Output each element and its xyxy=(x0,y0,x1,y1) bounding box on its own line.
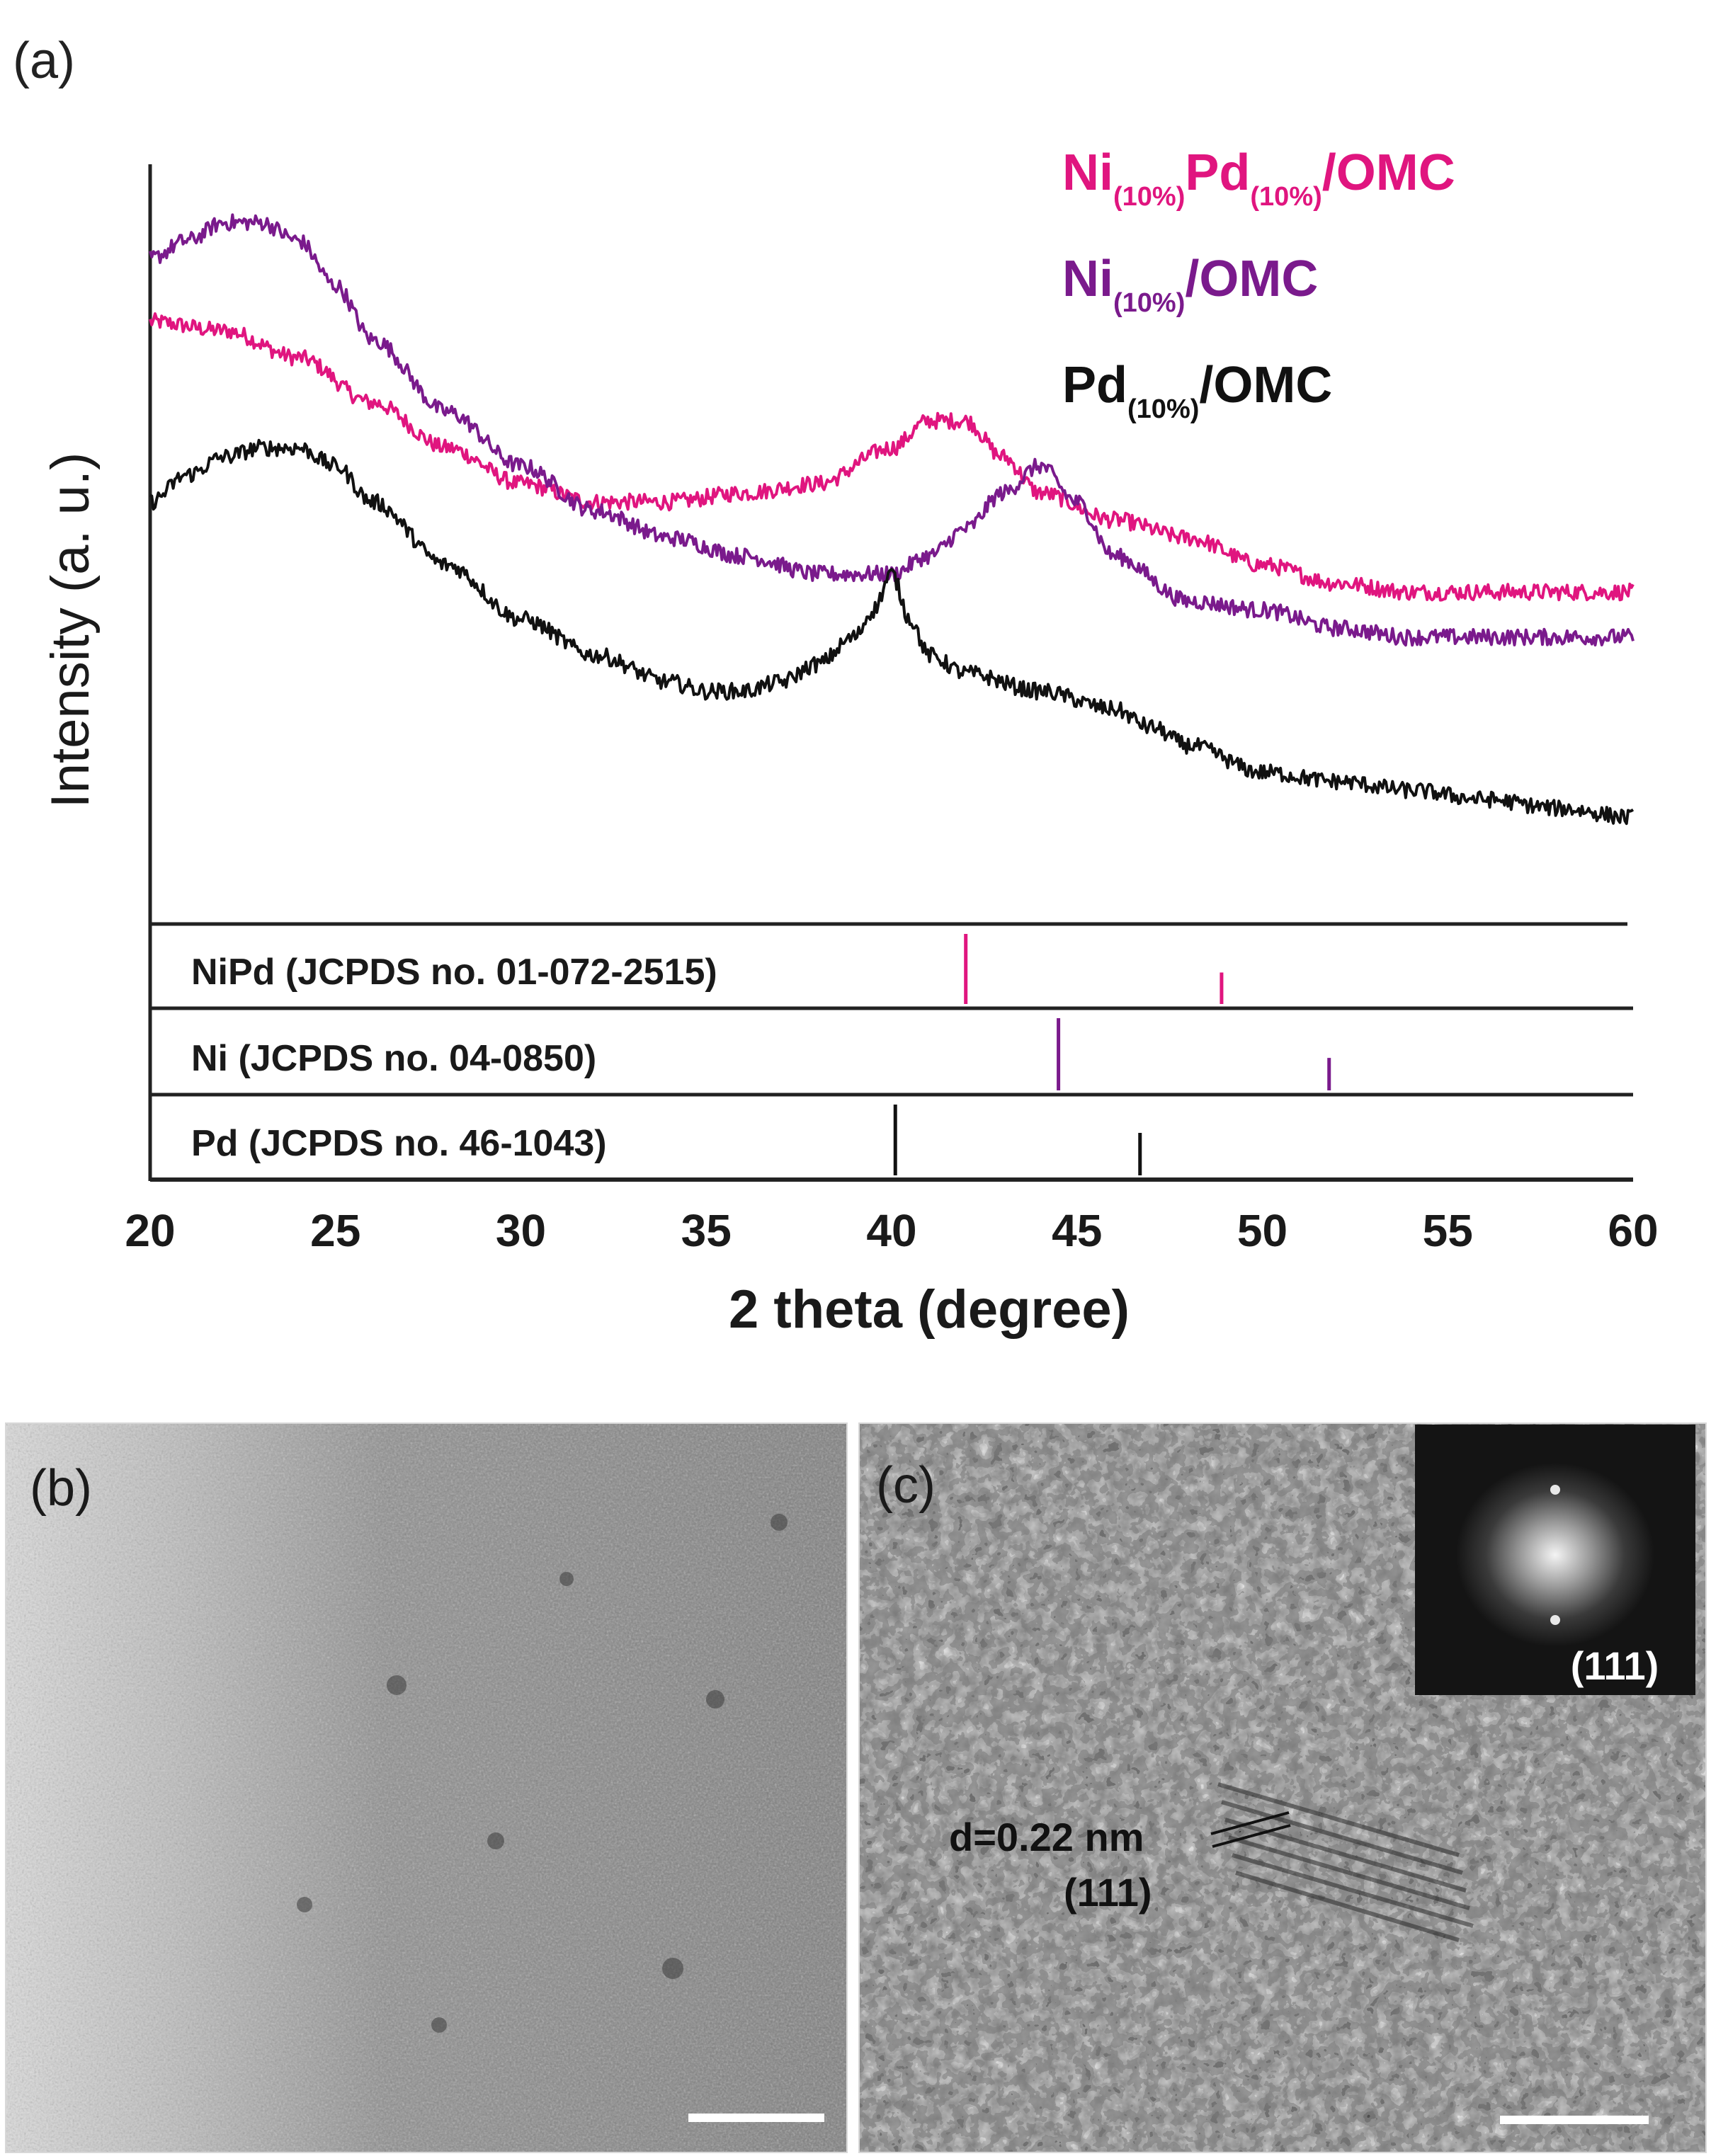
x-tick-label: 45 xyxy=(1052,1205,1102,1256)
tem-panel-c: d=0.22 nm (111) (111) (c) xyxy=(859,1423,1706,2152)
x-tick-label: 40 xyxy=(866,1205,916,1256)
d-spacing-marker xyxy=(1210,1811,1291,1848)
legend-nipd-sub: (10%) xyxy=(1113,182,1185,212)
tem-b-particles xyxy=(297,1514,788,2033)
legend-nipd-tail: /OMC xyxy=(1322,144,1455,201)
x-axis-title: 2 theta (degree) xyxy=(729,1279,1130,1340)
legend-nipd-sub2: (10%) xyxy=(1250,182,1321,212)
xrd-axes xyxy=(148,164,1633,1182)
legend: Ni(10%)Pd(10%)/OMC Ni(10%)/OMC Pd(10%)/O… xyxy=(1062,144,1455,424)
legend-ni-main: Ni xyxy=(1062,251,1113,307)
xrd-series-line xyxy=(149,438,1635,826)
x-tick-label: 20 xyxy=(125,1205,175,1256)
xrd-series-line xyxy=(149,213,1635,647)
legend-item-pd: Pd(10%)/OMC xyxy=(1062,357,1332,424)
tem-c-scale-bar xyxy=(1500,2116,1649,2124)
legend-nipd-main: Ni xyxy=(1062,144,1113,201)
d-spacing-plane: (111) xyxy=(1064,1870,1152,1915)
tem-b-scale-bar xyxy=(688,2114,824,2122)
xrd-curves xyxy=(149,213,1635,826)
panel-a-label: (a) xyxy=(13,33,75,89)
legend-ni-sub: (10%) xyxy=(1113,288,1185,318)
legend-ni-tail: /OMC xyxy=(1185,251,1318,307)
lattice-fringes xyxy=(1217,1782,1474,1942)
x-tick-label: 60 xyxy=(1608,1205,1658,1256)
tem-panel-b: (b) xyxy=(6,1423,847,2152)
x-tick-label: 30 xyxy=(496,1205,546,1256)
xrd-series-line xyxy=(149,312,1635,602)
fft-plane-label: (111) xyxy=(1571,1643,1659,1688)
reference-label: Ni (JCPDS no. 04-0850) xyxy=(191,1038,596,1079)
fft-glow xyxy=(1456,1463,1654,1647)
fft-spot-top xyxy=(1550,1485,1560,1495)
reference-patterns: NiPd (JCPDS no. 01-072-2515) Ni (JCPDS no… xyxy=(191,934,1331,1175)
tem-b-frame xyxy=(5,1422,848,2153)
legend-pd-tail: /OMC xyxy=(1199,357,1332,413)
x-tick-label: 55 xyxy=(1423,1205,1473,1256)
panel-b-label: (b) xyxy=(30,1460,92,1517)
legend-pd-sub: (10%) xyxy=(1127,394,1199,424)
y-axis-title: Intensity (a. u.) xyxy=(40,452,101,809)
reference-label: NiPd (JCPDS no. 01-072-2515) xyxy=(191,952,717,993)
legend-item-ni: Ni(10%)/OMC xyxy=(1062,251,1318,318)
panel-c-label: (c) xyxy=(876,1457,936,1514)
d-spacing-label: d=0.22 nm xyxy=(949,1815,1144,1859)
legend-pd-main: Pd xyxy=(1062,357,1127,413)
fft-spot-bottom xyxy=(1550,1615,1560,1625)
tem-b-noise xyxy=(6,1423,847,2152)
legend-nipd-main2: Pd xyxy=(1185,144,1250,201)
x-tick-label: 35 xyxy=(681,1205,732,1256)
reference-label: Pd (JCPDS no. 46-1043) xyxy=(191,1123,607,1164)
x-tick-labels: 20 25 30 35 40 45 50 55 60 xyxy=(125,1205,1658,1256)
x-tick-label: 50 xyxy=(1237,1205,1287,1256)
x-tick-label: 25 xyxy=(310,1205,360,1256)
tem-c-frame xyxy=(858,1422,1707,2153)
legend-item-nipd: Ni(10%)Pd(10%)/OMC xyxy=(1062,144,1455,212)
